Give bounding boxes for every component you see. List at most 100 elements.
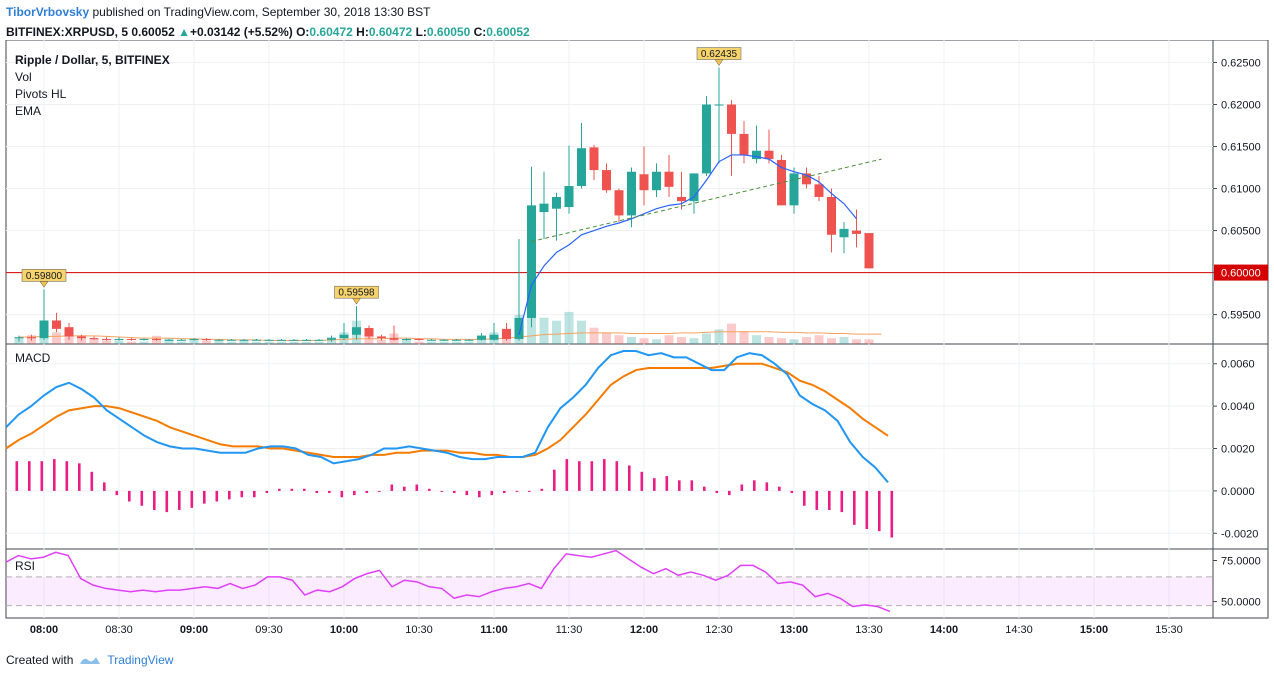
tradingview-brand: TradingView [107, 653, 174, 667]
candle-body [789, 173, 799, 206]
macd-histogram-bar [715, 490, 719, 494]
candle-body [127, 338, 136, 340]
volume-bar [414, 341, 424, 344]
pivot-label: 0.59598 [338, 288, 375, 299]
x-tick-label: 15:30 [1155, 624, 1183, 636]
macd-histogram-bar [628, 465, 631, 491]
volume-bar [364, 335, 374, 344]
candle-body [277, 339, 286, 341]
candle-body [77, 336, 86, 339]
pivot-label-box [21, 269, 67, 282]
volume-bar [464, 341, 474, 344]
volume-bar [214, 341, 224, 344]
candle-body [114, 338, 124, 340]
current-price-tag [1214, 264, 1268, 281]
macd-histogram-bar [428, 488, 431, 491]
volume-bar [839, 337, 849, 344]
macd-histogram-bar [403, 486, 406, 491]
volume-bar [277, 341, 286, 344]
price-tick-label: 0.61500 [1221, 142, 1261, 154]
macd-histogram-bar [590, 461, 594, 491]
volume-bar [177, 341, 186, 344]
macd-signal-line [5, 362, 889, 458]
legend-pivots: Pivots HL [15, 87, 67, 101]
macd-histogram-bar [303, 488, 306, 491]
x-tick-label: 12:00 [630, 624, 658, 636]
macd-histogram-bar [53, 459, 56, 491]
candle-body [27, 337, 36, 339]
volume-bar [527, 311, 536, 344]
macd-histogram-bar [290, 488, 294, 491]
candle-body [14, 337, 24, 339]
macd-histogram-bar [190, 490, 194, 508]
author-link[interactable]: TiborVrbovsky [6, 5, 90, 19]
current-price-label: 0.60000 [1221, 268, 1261, 280]
last-price: 0.60052 [131, 25, 175, 39]
price-panel[interactable]: 0.59800 0.59598 0.62435 [6, 47, 1213, 342]
volume-ma-line [19, 331, 882, 341]
volume-bar [564, 311, 574, 344]
legend-title: Ripple / Dollar, 5, BITFINEX [15, 53, 170, 67]
macd-histogram-bar [153, 490, 156, 510]
candle-body [502, 328, 511, 339]
macd-histogram-bar [315, 490, 319, 494]
tradingview-link[interactable]: TradingView [79, 653, 173, 667]
candle-body [64, 327, 74, 337]
macd-histogram-bar [278, 488, 281, 491]
x-tick-label: 14:00 [930, 624, 958, 636]
candle-body [814, 184, 824, 197]
macd-histogram-bar [28, 461, 31, 491]
symbol-label: BITFINEX:XRPUSD, 5 [6, 25, 129, 39]
candle-body [414, 338, 424, 340]
macd-histogram-bar [103, 482, 106, 491]
candle-body [139, 338, 149, 340]
grid [5, 40, 1269, 619]
volume-bar [127, 341, 136, 344]
volume-bar [89, 338, 99, 344]
macd-panel[interactable]: MACD [5, 350, 894, 538]
macd-histogram-bar [865, 490, 869, 530]
macd-label: MACD [15, 351, 51, 365]
candle-body [627, 171, 636, 216]
macd-histogram-bar [215, 490, 219, 502]
volume-bar [852, 339, 861, 344]
published-text: published on TradingView.com, September … [89, 5, 431, 19]
macd-histogram-bar [478, 490, 481, 498]
macd-histogram-bar [453, 490, 456, 494]
macd-histogram-bar [690, 480, 694, 491]
volume-bar [539, 317, 549, 344]
volume-bar [739, 331, 749, 344]
candle-body [589, 147, 599, 171]
candle-body [427, 339, 436, 341]
macd-histogram-bar [415, 484, 419, 491]
candle-body [102, 338, 111, 340]
candle-body [752, 150, 761, 160]
macd-histogram-bar [440, 490, 444, 492]
volume-bar [727, 323, 736, 344]
macd-histogram-bar [615, 461, 619, 491]
rsi-panel[interactable]: RSI [5, 549, 1213, 613]
candle-body [164, 339, 174, 341]
volume-bar [677, 337, 686, 344]
macd-tick-label: -0.0020 [1221, 528, 1258, 540]
volume-bar [102, 340, 111, 344]
macd-histogram-bar [128, 490, 131, 502]
candle-body [864, 233, 874, 269]
volume-bar [139, 341, 149, 344]
chart-area[interactable]: 0.59800 0.59598 0.62435 MACD RSI 08:00 08:3… [0, 40, 1274, 650]
macd-histogram-bar [828, 490, 831, 510]
pivot-pointer [39, 281, 49, 288]
macd-histogram-bar [790, 490, 794, 494]
volume-bar [764, 337, 774, 344]
volume-bar [302, 341, 311, 344]
volume-bar [402, 339, 411, 344]
x-tick-label: 10:00 [330, 624, 358, 636]
volume-bar [114, 340, 124, 344]
candle-body [477, 335, 486, 340]
pivot-label: 0.62435 [701, 49, 738, 60]
volume-bar [689, 338, 699, 344]
volume-bar [439, 341, 449, 344]
volume-bar [664, 335, 674, 344]
macd-histogram-bar [703, 486, 706, 491]
candle-body [389, 338, 399, 340]
